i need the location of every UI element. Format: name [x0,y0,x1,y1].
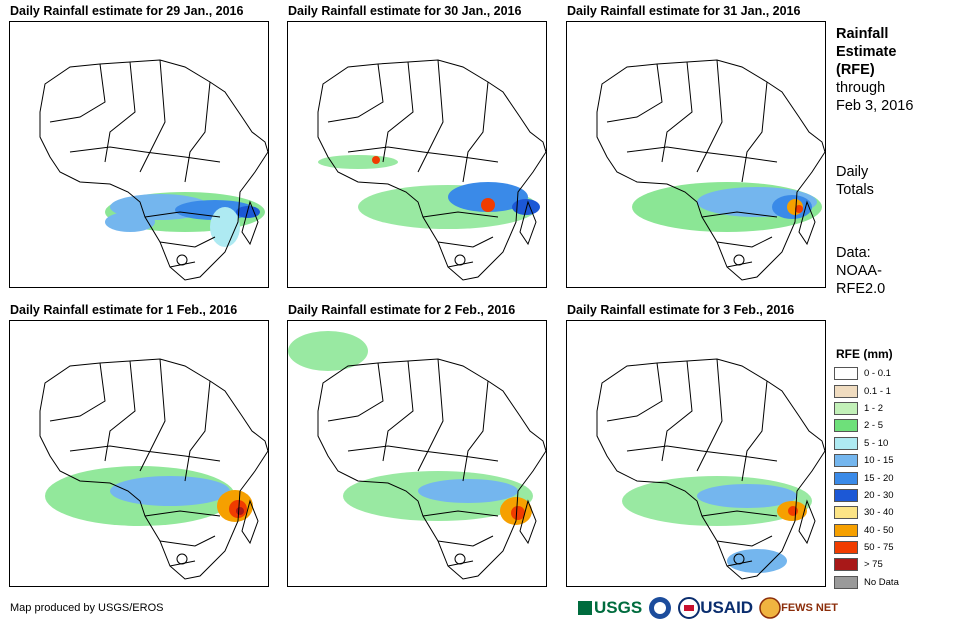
legend-label: 5 - 10 [864,438,888,449]
africa-outline [597,60,825,280]
legend-label: 20 - 30 [864,490,894,501]
africa-outline [597,359,825,579]
legend-label: 1 - 2 [864,403,883,414]
panel-title: Daily Rainfall estimate for 2 Feb., 2016 [288,303,515,317]
usgs-logo: USGS [578,598,642,618]
rainfall-map-2-feb [287,320,547,587]
rainfall-map-31-jan [566,21,826,288]
usgs-wave-icon [578,601,592,615]
rain-cluster [622,476,812,573]
through-date: Feb 3, 2016 [836,97,913,115]
rainfall-map-30-jan [287,21,547,288]
sidebar-title: Rainfall Estimate (RFE) through Feb 3, 2… [836,25,913,115]
legend-swatch [834,402,858,415]
daily-label: Daily [836,163,874,181]
rain-cluster [105,192,265,247]
title-line: Estimate [836,43,913,61]
legend-swatch [834,541,858,554]
legend-title: RFE (mm) [836,347,893,361]
legend-row: No Data [834,574,899,591]
rain-cluster [318,155,540,229]
rainfall-map-1-feb [9,320,269,587]
totals-label: Totals [836,181,874,199]
fewsnet-logo: FEWS NET [759,597,838,619]
legend-swatch [834,385,858,398]
usaid-seal-icon [678,597,700,619]
legend-row: 1 - 2 [834,400,899,417]
sidebar-source: Data: NOAA- RFE2.0 [836,244,885,298]
africa-outline [318,60,546,280]
africa-outline [40,60,268,280]
legend-label: 30 - 40 [864,507,894,518]
legend-row: 15 - 20 [834,469,899,486]
legend-row: 2 - 5 [834,417,899,434]
rain-cluster [45,466,253,526]
panel-title: Daily Rainfall estimate for 30 Jan., 201… [288,4,521,18]
usaid-logo: USAID [678,597,753,619]
legend-row: 20 - 30 [834,487,899,504]
usgs-logo-text: USGS [594,598,642,618]
source-line: RFE2.0 [836,280,885,298]
usaid-logo-text: USAID [700,598,753,618]
africa-outline [318,359,546,579]
panel-title: Daily Rainfall estimate for 1 Feb., 2016 [10,303,237,317]
legend-label: 0 - 0.1 [864,368,891,379]
credit-text: Map produced by USGS/EROS [10,602,163,614]
legend-swatch [834,437,858,450]
fewsnet-logo-text: FEWS NET [781,602,838,614]
fewsnet-globe-icon [759,597,781,619]
source-line: NOAA- [836,262,885,280]
legend-label: > 75 [864,559,883,570]
noaa-emblem-icon [648,596,672,620]
title-line: (RFE) [836,61,913,79]
legend: 0 - 0.1 0.1 - 1 1 - 2 2 - 5 5 - 10 10 - 15 15 … [834,365,899,591]
legend-swatch [834,558,858,571]
legend-row: 0 - 0.1 [834,365,899,382]
panel-title: Daily Rainfall estimate for 31 Jan., 201… [567,4,800,18]
legend-label: 40 - 50 [864,525,894,536]
legend-row: 0.1 - 1 [834,382,899,399]
legend-row: 50 - 75 [834,539,899,556]
legend-swatch [834,367,858,380]
legend-label: 2 - 5 [864,420,883,431]
logo-strip: USGS USAID FEWS NET [578,594,838,622]
legend-swatch [834,419,858,432]
legend-label: No Data [864,577,899,588]
legend-row: 5 - 10 [834,435,899,452]
through-label: through [836,79,913,97]
legend-swatch [834,576,858,589]
rain-cluster [288,331,533,525]
title-line: Rainfall [836,25,913,43]
legend-label: 50 - 75 [864,542,894,553]
legend-row: 10 - 15 [834,452,899,469]
legend-swatch [834,472,858,485]
legend-row: 40 - 50 [834,522,899,539]
legend-label: 10 - 15 [864,455,894,466]
noaa-logo [648,596,672,620]
legend-swatch [834,489,858,502]
sidebar-daily: Daily Totals [836,163,874,199]
legend-swatch [834,454,858,467]
legend-label: 0.1 - 1 [864,386,891,397]
legend-swatch [834,506,858,519]
panel-title: Daily Rainfall estimate for 29 Jan., 201… [10,4,243,18]
legend-row: 30 - 40 [834,504,899,521]
rainfall-map-29-jan [9,21,269,288]
rainfall-map-3-feb [566,320,826,587]
panel-title: Daily Rainfall estimate for 3 Feb., 2016 [567,303,794,317]
legend-label: 15 - 20 [864,473,894,484]
legend-swatch [834,524,858,537]
legend-row: > 75 [834,556,899,573]
data-label: Data: [836,244,885,262]
